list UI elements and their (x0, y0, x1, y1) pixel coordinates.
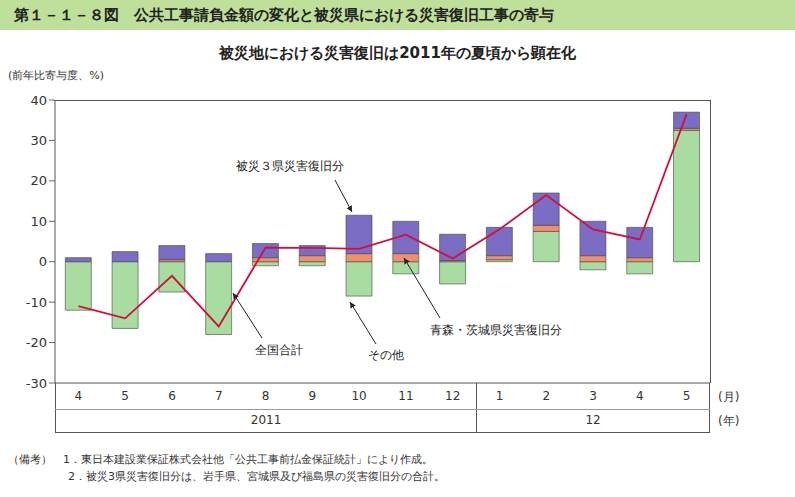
svg-text:4: 4 (636, 389, 644, 403)
svg-text:2: 2 (542, 389, 550, 403)
svg-text:10: 10 (30, 214, 47, 229)
svg-text:12: 12 (445, 389, 460, 403)
svg-text:5: 5 (121, 389, 129, 403)
svg-text:20: 20 (30, 173, 47, 188)
html-text:第１－１－８図 公共工事請負金額の変化と被災県における災害復: 第１－１－８図 公共工事請負金額の変化と被災県における災害復旧工事の寄与 (14, 6, 554, 24)
html-text:被災地における災害復旧は2011年の夏頃から顕在化: 被災地における災害復旧は2011年の夏頃から顕在化 (219, 44, 576, 62)
html-text:全国合計: 全国合計 (255, 343, 303, 357)
svg-text:30: 30 (30, 133, 47, 148)
svg-text:5: 5 (683, 389, 691, 403)
html-text:(月): (月) (718, 390, 740, 404)
html-text:(前年比寄与度、%): (前年比寄与度、%) (8, 69, 104, 82)
svg-text:10: 10 (351, 389, 366, 403)
html-text:12: 12 (585, 413, 601, 427)
svg-text:7: 7 (215, 389, 223, 403)
html-text:(年): (年) (718, 414, 740, 428)
html-text:被災３県災害復旧分: 被災３県災害復旧分 (236, 159, 344, 173)
svg-text:8: 8 (262, 389, 270, 403)
svg-text:9: 9 (309, 389, 317, 403)
html-text:その他: その他 (368, 348, 404, 362)
svg-text:4: 4 (75, 389, 83, 403)
svg-text:11: 11 (398, 389, 413, 403)
svg-text:1: 1 (496, 389, 504, 403)
svg-text:0: 0 (39, 254, 47, 269)
svg-text:3: 3 (589, 389, 597, 403)
html-text:2011: 2011 (250, 413, 282, 427)
svg-text:-20: -20 (26, 335, 47, 350)
html-text:（備考） 1．東日本建設業保証株式会社他「公共工事前払金保証: （備考） 1．東日本建設業保証株式会社他「公共工事前払金保証統計」により作成。 (8, 453, 433, 466)
svg-text:-10: -10 (26, 295, 47, 310)
svg-text:-30: -30 (26, 376, 47, 391)
html-text:青森・茨城県災害復旧分: 青森・茨城県災害復旧分 (430, 323, 562, 337)
svg-text:6: 6 (168, 389, 176, 403)
svg-text:40: 40 (30, 93, 47, 108)
html-text:2．被災3県災害復旧分は、岩手県、宮城県及び福島県の災害復旧: 2．被災3県災害復旧分は、岩手県、宮城県及び福島県の災害復旧分の合計。 (68, 470, 445, 483)
